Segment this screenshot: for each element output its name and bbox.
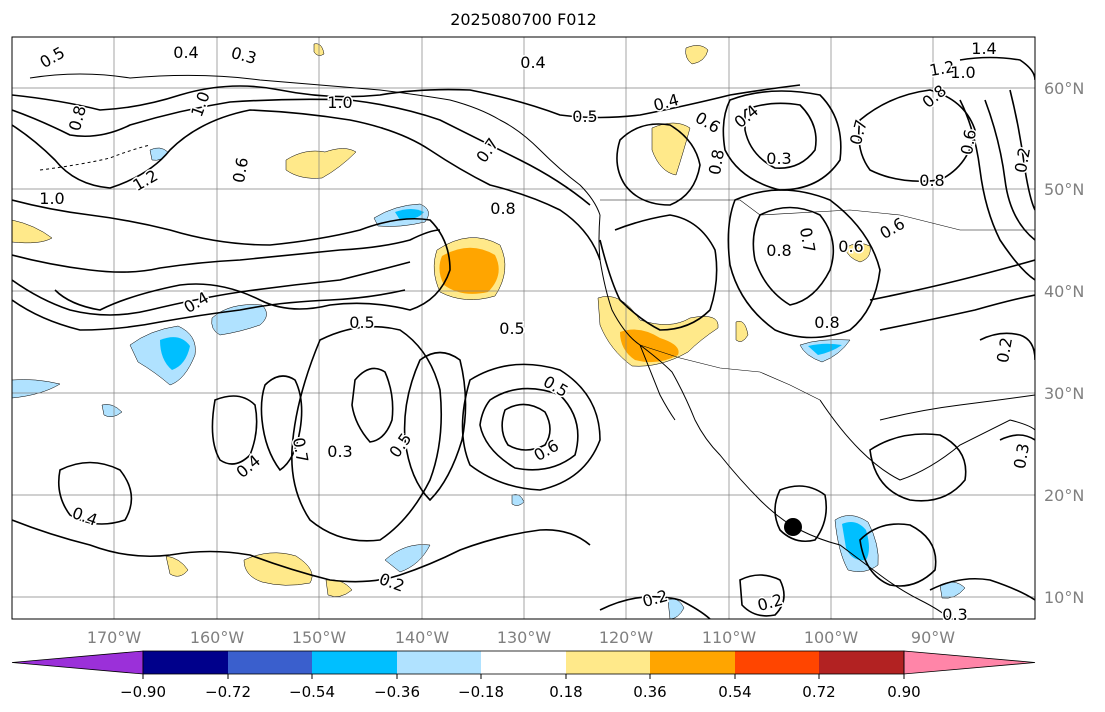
colorbar-tick-label: 0.72 xyxy=(802,683,835,701)
colorbar-frame xyxy=(142,650,905,675)
colorbar-tick-label: 0.54 xyxy=(718,683,751,701)
latitude-label: 40°N xyxy=(1044,282,1084,301)
contour-label: 0.3 xyxy=(766,149,791,168)
contour-label: 1.0 xyxy=(327,93,352,112)
map-title: 2025080700 F012 xyxy=(450,10,597,29)
gulf-of-mexico-coast xyxy=(819,399,1035,481)
coastlines xyxy=(29,73,1035,619)
contour-label: 0.8 xyxy=(490,199,515,218)
contour-label: 1.4 xyxy=(971,39,996,58)
colorbar-swatch xyxy=(481,651,566,674)
shade-yellow-11 xyxy=(735,321,749,342)
latitude-label: 60°N xyxy=(1044,79,1084,98)
contour-label: 0.4 xyxy=(520,53,545,72)
colorbar-swatch xyxy=(397,651,481,674)
contour-label: 0.8 xyxy=(705,148,728,176)
shaded-anomalies xyxy=(12,43,966,619)
shade-blue-5 xyxy=(808,343,842,355)
longitude-label: 100°W xyxy=(804,628,859,647)
contour-label: 0.6 xyxy=(838,237,863,256)
shade-blue-3 xyxy=(395,209,424,220)
longitude-labels: 170°W 160°W 150°W 140°W 130°W 120°W 110°W 100°W… xyxy=(87,628,955,647)
contour-label: 0.5 xyxy=(572,107,597,126)
longitude-label: 90°W xyxy=(911,628,955,647)
colorbar: −0.90 −0.72 −0.54 −0.36 −0.18 0.18 0.36 0.54 0.7… xyxy=(11,650,1036,701)
shade-blue-1 xyxy=(160,337,190,370)
longitude-label: 130°W xyxy=(497,628,552,647)
shade-orange-2 xyxy=(620,329,679,363)
us-border xyxy=(600,199,1035,231)
contour-label: 0.6 xyxy=(229,156,252,184)
contour-label: 0.8 xyxy=(814,313,839,332)
contour-label: 0.2 xyxy=(993,336,1016,364)
contour-label: 0.2 xyxy=(1011,146,1034,174)
colorbar-tick-label: 0.18 xyxy=(549,683,582,701)
colorbar-tick-label: −0.54 xyxy=(289,683,335,701)
latitude-labels: 60°N 50°N 40°N 30°N 20°N 10°N xyxy=(1044,79,1084,607)
colorbar-swatch xyxy=(228,651,312,674)
alaska-coast xyxy=(29,73,601,216)
colorbar-swatch xyxy=(143,651,228,674)
contour-label: 0.5 xyxy=(499,319,524,338)
shade-yellow-4 xyxy=(285,148,357,179)
graticule xyxy=(12,37,1035,619)
latitude-label: 20°N xyxy=(1044,486,1084,505)
mexico-border xyxy=(639,344,821,401)
baja-peninsula xyxy=(639,344,676,421)
contour-label: 0.4 xyxy=(173,43,198,62)
contour-label: 1.0 xyxy=(39,189,64,208)
west-coast xyxy=(598,214,951,619)
contour-label: 0.3 xyxy=(327,442,352,461)
colorbar-swatch xyxy=(312,651,397,674)
contour-label: 0.7 xyxy=(289,436,312,464)
contour-label: 0.3 xyxy=(942,605,967,624)
colorbar-swatch xyxy=(819,651,904,674)
shade-yellow-5 xyxy=(12,219,53,244)
shade-lightblue-7 xyxy=(384,544,431,573)
contour-label: 1.2 xyxy=(928,57,956,80)
shade-orange-1 xyxy=(439,247,499,294)
colorbar-swatch xyxy=(566,651,650,674)
station-marker xyxy=(784,518,802,536)
latitude-label: 30°N xyxy=(1044,384,1084,403)
shade-lightblue-10 xyxy=(101,404,123,418)
colorbar-swatch xyxy=(650,651,735,674)
contour-label: 0.8 xyxy=(919,171,944,190)
longitude-label: 170°W xyxy=(87,628,142,647)
colorbar-extend-max xyxy=(903,650,1036,675)
colorbar-tick-label: 0.90 xyxy=(887,683,920,701)
longitude-label: 120°W xyxy=(599,628,654,647)
contour-label: 0.5 xyxy=(349,313,374,332)
colorbar-tick-label: −0.36 xyxy=(374,683,420,701)
shade-lightblue-6 xyxy=(12,379,61,399)
colorbar-tick-label: −0.90 xyxy=(120,683,166,701)
longitude-label: 160°W xyxy=(190,628,245,647)
colorbar-tick-label: 0.36 xyxy=(633,683,666,701)
longitude-label: 110°W xyxy=(702,628,757,647)
shade-yellow-6 xyxy=(243,552,313,586)
colorbar-tick-label: −0.18 xyxy=(458,683,504,701)
colorbar-extend-min xyxy=(11,650,144,675)
longitude-label: 140°W xyxy=(395,628,450,647)
shade-yellow-7 xyxy=(165,555,189,577)
contour-lines xyxy=(12,56,1035,619)
map-panel xyxy=(11,36,1036,620)
longitude-label: 150°W xyxy=(292,628,347,647)
colorbar-tick-label: −0.72 xyxy=(205,683,251,701)
shade-yellow-9 xyxy=(685,45,709,65)
map-frame xyxy=(11,36,1036,620)
shade-yellow-10 xyxy=(844,243,871,263)
colorbar-swatch xyxy=(735,651,819,674)
latitude-label: 10°N xyxy=(1044,588,1084,607)
contour-label: 1.0 xyxy=(950,63,975,82)
latitude-label: 50°N xyxy=(1044,180,1084,199)
contour-label: 0.8 xyxy=(766,241,791,260)
gulf-coast xyxy=(879,394,1035,421)
shade-yellow-3 xyxy=(651,122,691,176)
